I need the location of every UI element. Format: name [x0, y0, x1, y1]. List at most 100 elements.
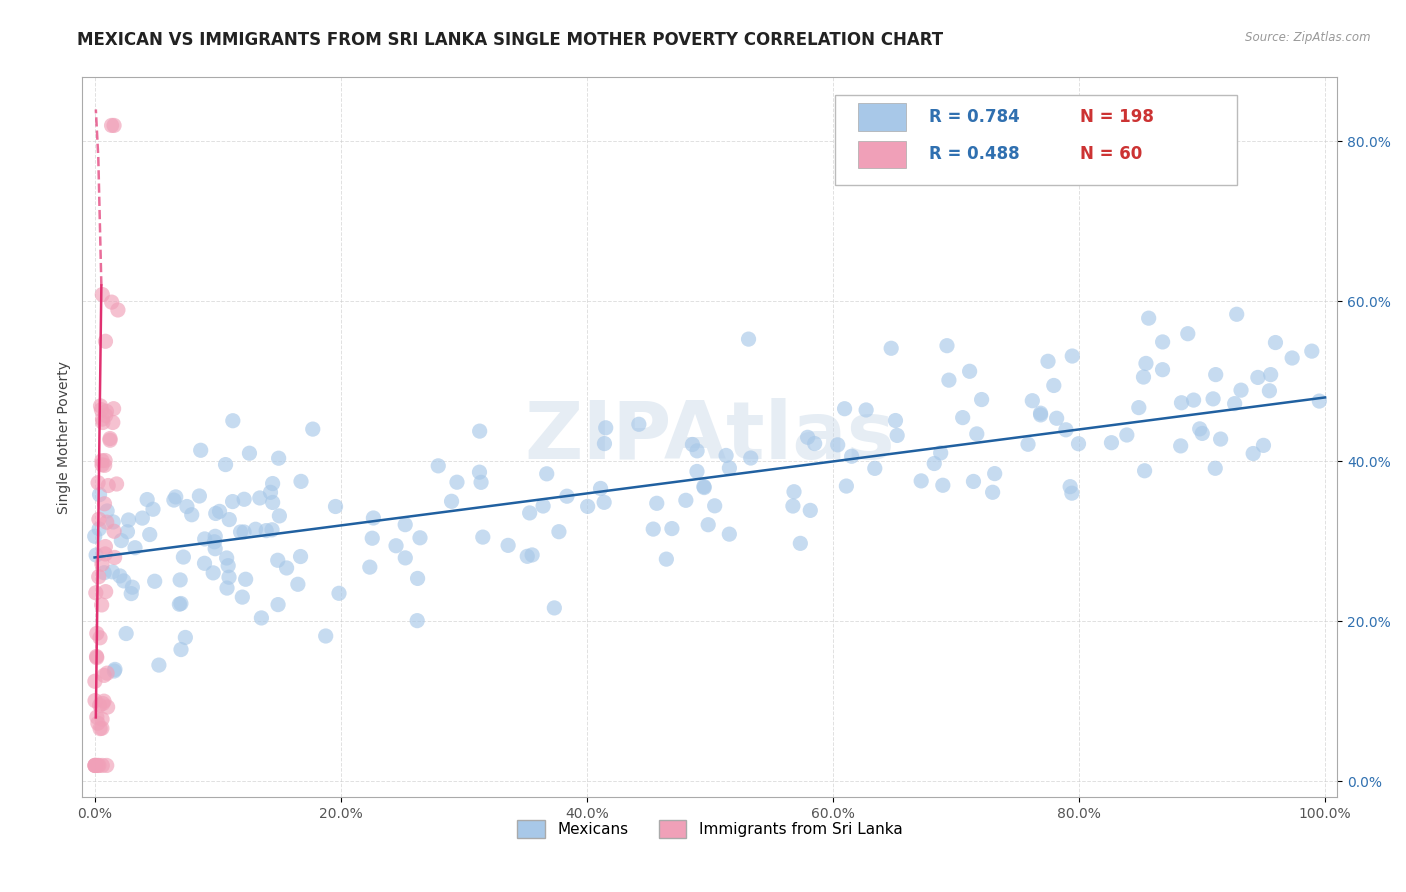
Point: [1101, 435, 1123, 450]
Point: [1132, 370, 1154, 384]
Point: [1017, 437, 1039, 451]
Point: [1204, 461, 1226, 475]
Point: [204, 534, 226, 549]
Point: [910, 474, 932, 488]
Point: [84, 758, 107, 772]
Point: [1230, 383, 1253, 397]
Point: [165, 490, 187, 504]
Point: [1029, 406, 1052, 420]
Point: [1281, 351, 1303, 365]
Point: [215, 551, 238, 566]
Point: [276, 561, 298, 575]
Point: [138, 527, 160, 541]
Point: [96, 515, 118, 529]
Point: [1258, 384, 1281, 398]
Point: [1046, 411, 1069, 425]
Point: [536, 467, 558, 481]
Point: [959, 364, 981, 378]
Point: [1054, 423, 1077, 437]
Point: [96, 666, 118, 681]
Point: [394, 517, 416, 532]
Text: R = 0.488: R = 0.488: [929, 145, 1021, 163]
Point: [446, 475, 468, 490]
Point: [516, 549, 538, 564]
Point: [86, 626, 108, 640]
Point: [89, 488, 111, 502]
Point: [394, 550, 416, 565]
Point: [929, 446, 952, 460]
Point: [115, 626, 138, 640]
Point: [1177, 326, 1199, 341]
Point: [576, 500, 599, 514]
Point: [328, 586, 350, 600]
Point: [233, 524, 256, 539]
Point: [1247, 370, 1270, 384]
Point: [855, 403, 877, 417]
Point: [970, 392, 993, 407]
Bar: [858, 103, 905, 131]
Point: [627, 417, 650, 432]
Point: [117, 524, 139, 539]
Point: [1205, 368, 1227, 382]
Point: [468, 465, 491, 479]
Point: [737, 332, 759, 346]
Point: [169, 573, 191, 587]
Point: [1170, 439, 1192, 453]
Point: [143, 574, 166, 589]
Point: [440, 494, 463, 508]
Point: [1060, 486, 1083, 500]
Point: [176, 500, 198, 514]
Point: [406, 614, 429, 628]
Point: [108, 569, 131, 583]
Point: [783, 484, 806, 499]
Point: [543, 601, 565, 615]
Point: [884, 413, 907, 427]
Point: [1137, 311, 1160, 326]
Point: [193, 557, 215, 571]
Point: [1264, 335, 1286, 350]
Point: [1202, 392, 1225, 406]
Point: [661, 522, 683, 536]
Point: [675, 493, 697, 508]
Point: [863, 461, 886, 475]
Point: [1021, 393, 1043, 408]
Point: [681, 437, 703, 451]
Point: [1301, 344, 1323, 359]
Text: N = 198: N = 198: [1080, 108, 1154, 126]
Point: [89, 522, 111, 536]
Text: R = 0.784: R = 0.784: [929, 108, 1021, 126]
Point: [361, 531, 384, 545]
Point: [589, 482, 612, 496]
Point: [301, 422, 323, 436]
FancyBboxPatch shape: [835, 95, 1237, 186]
Point: [359, 560, 381, 574]
Point: [148, 658, 170, 673]
Point: [94, 334, 117, 349]
Point: [100, 295, 122, 310]
Point: [97, 478, 120, 492]
Point: [86, 758, 108, 772]
Point: [249, 491, 271, 505]
Point: [93, 497, 115, 511]
Point: [93, 458, 115, 473]
Point: [93, 566, 115, 580]
Point: [84, 758, 107, 772]
Point: [101, 515, 124, 529]
Point: [385, 539, 408, 553]
Point: [520, 548, 543, 562]
Point: [83, 674, 105, 689]
Point: [1241, 446, 1264, 460]
Point: [89, 399, 111, 413]
Point: [91, 558, 114, 572]
Point: [1029, 408, 1052, 422]
Point: [238, 446, 260, 460]
Point: [325, 500, 347, 514]
Point: [290, 549, 312, 564]
Point: [117, 513, 139, 527]
Point: [188, 489, 211, 503]
Point: [245, 522, 267, 536]
Bar: [858, 141, 905, 169]
Point: [693, 481, 716, 495]
Point: [841, 450, 863, 464]
Point: [97, 700, 120, 714]
